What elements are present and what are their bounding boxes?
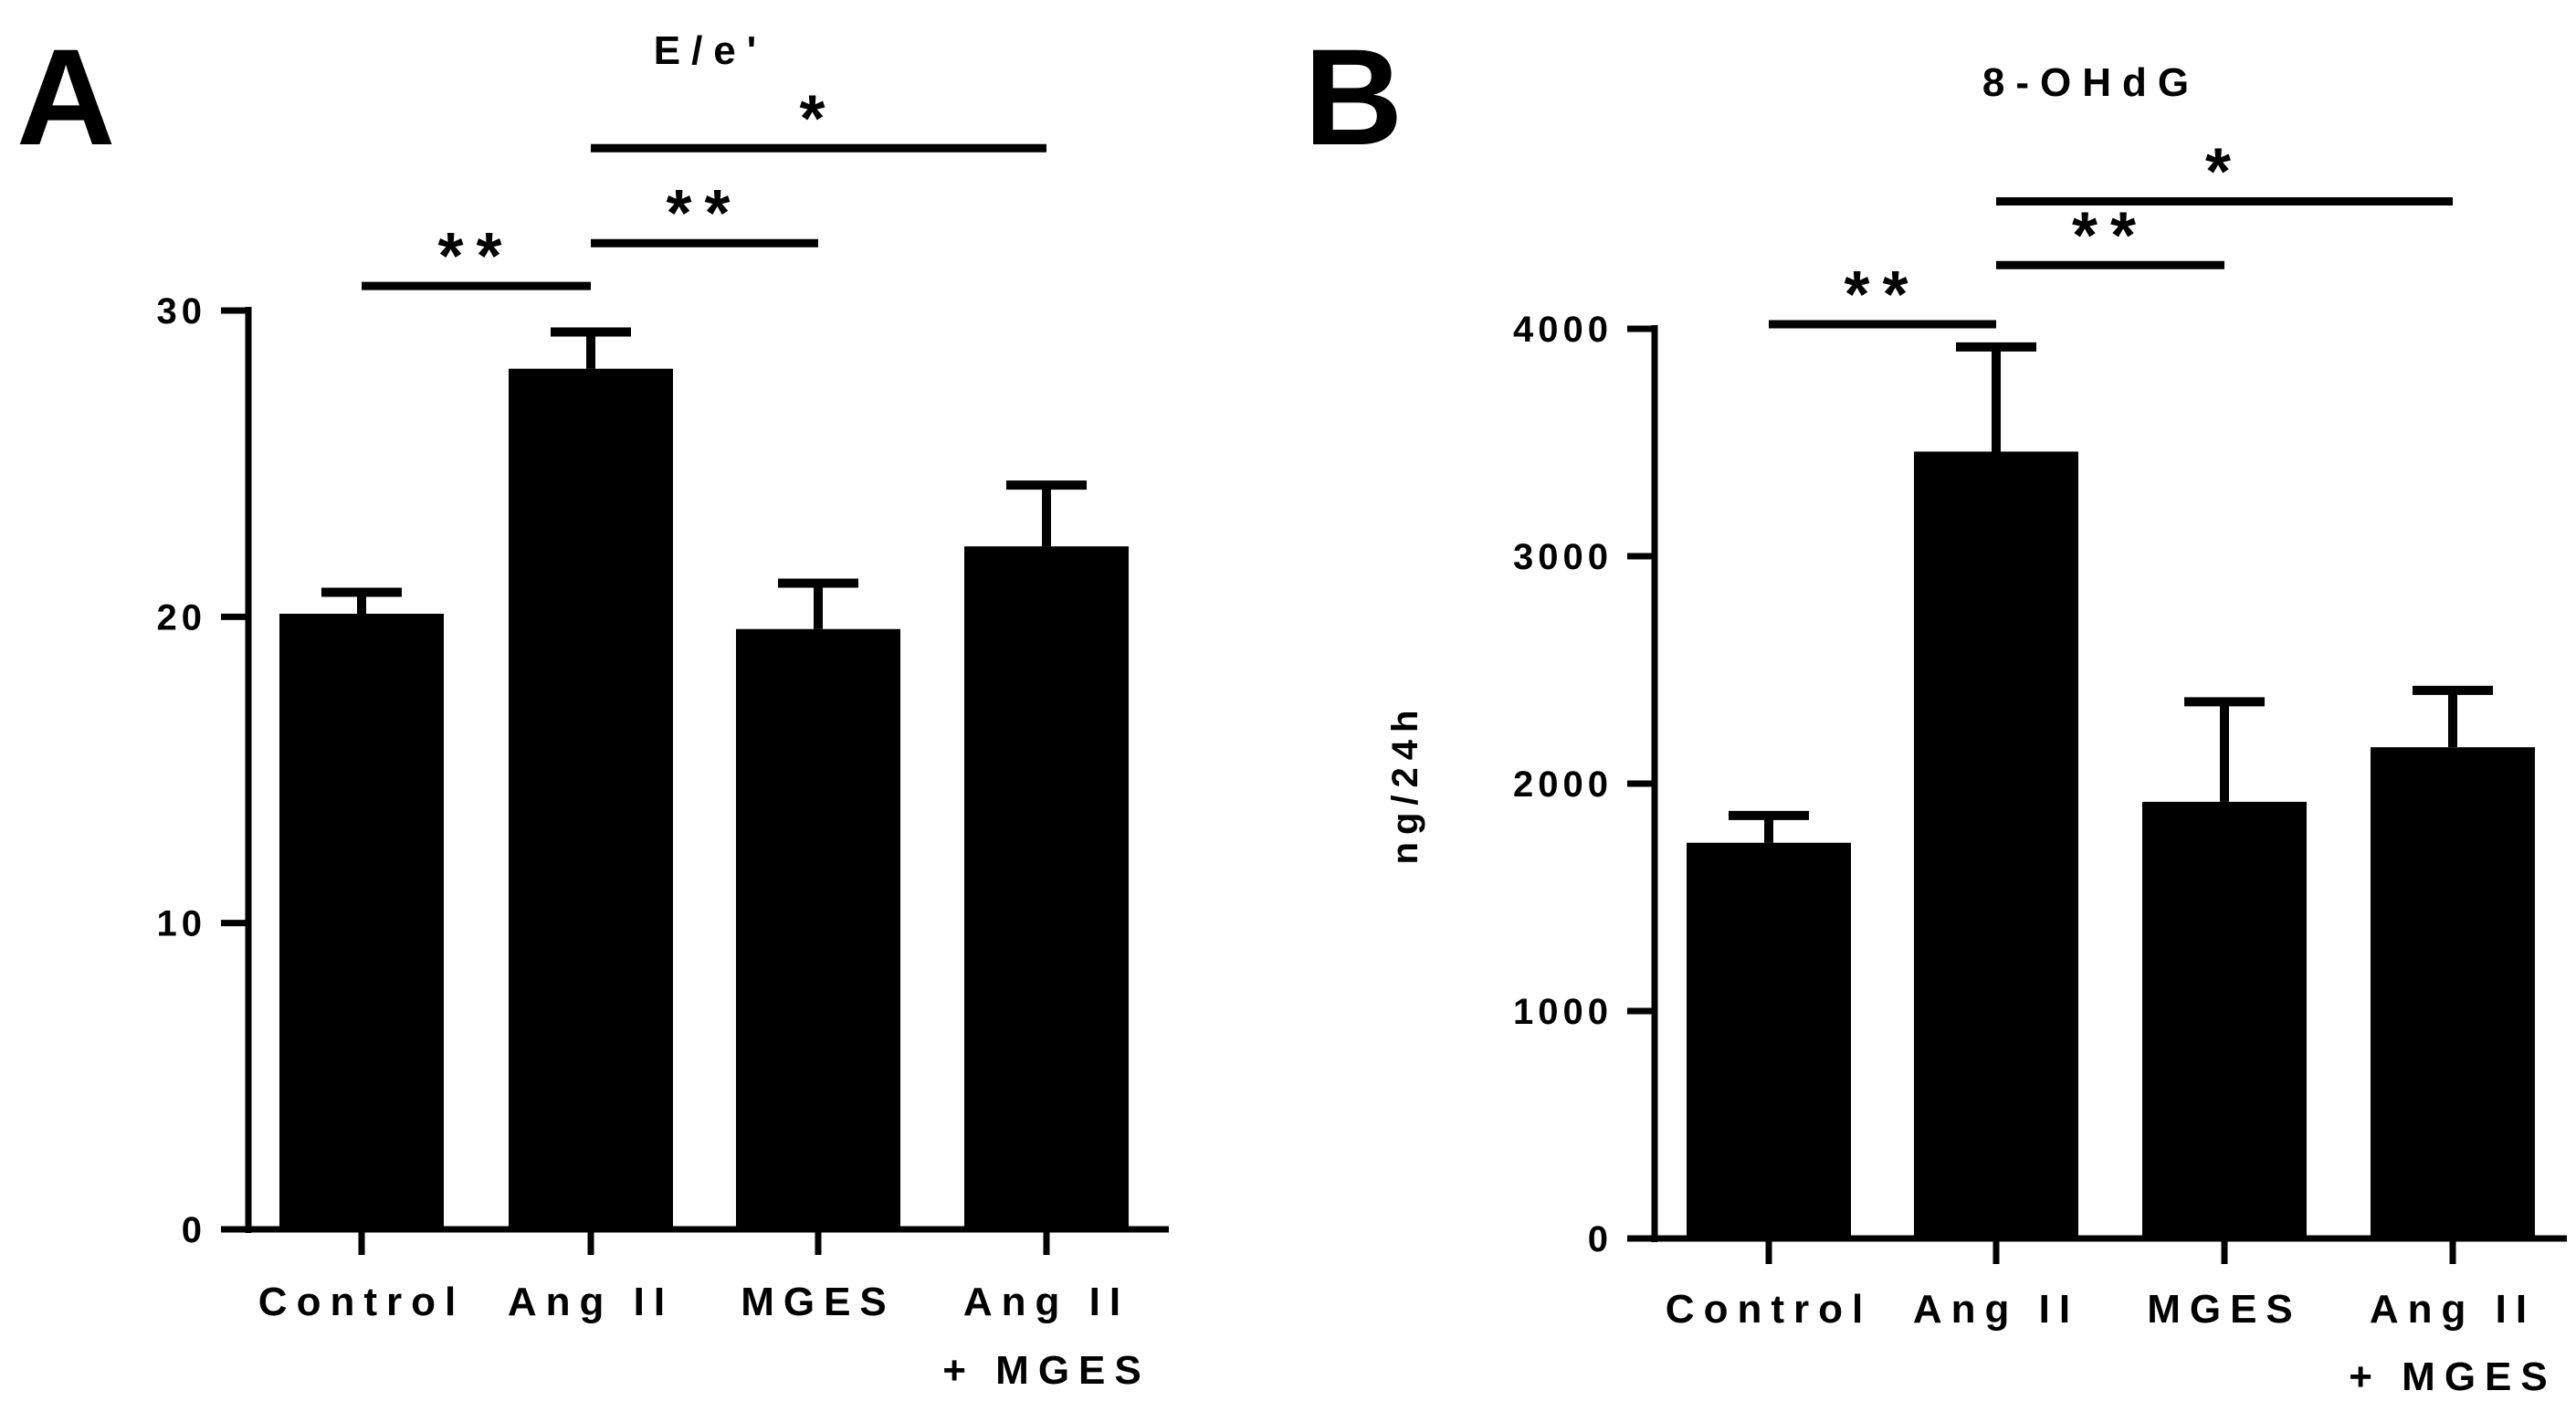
y-tick-label: 1000 [1513, 992, 1613, 1032]
x-tick-label: Ang II [963, 1280, 1130, 1324]
bar [509, 368, 673, 1229]
significance-label: ** [1844, 258, 1920, 332]
y-axis-label: ng/24h [1385, 703, 1425, 865]
y-tick-label: 20 [157, 597, 207, 638]
significance-label: * [799, 82, 837, 155]
bar [1914, 451, 2078, 1239]
x-tick-label: Ang II [1913, 1287, 2079, 1332]
y-tick-label: 0 [182, 1210, 206, 1250]
panel-letter: B [1304, 20, 1403, 174]
bar [964, 546, 1129, 1229]
x-tick-label: MGES [741, 1280, 896, 1324]
y-tick-label: 30 [157, 291, 207, 332]
y-tick-label: 10 [157, 904, 207, 944]
y-tick-label: 3000 [1513, 537, 1613, 577]
y-tick-label: 0 [1588, 1219, 1613, 1259]
x-tick-label: MGES [2147, 1287, 2302, 1332]
x-tick-label: + MGES [2349, 1354, 2557, 1399]
panel-b-chart: B 8-OHdG ng/24h 0 1000 2000 3000 4000 Control Ang… [1304, 20, 2567, 1399]
chart-title: 8-OHdG [1982, 60, 2200, 105]
bar [1687, 842, 1851, 1238]
x-tick-label: Ang II [2370, 1287, 2536, 1332]
x-tick-label: Ang II [508, 1280, 674, 1324]
significance-label: ** [2072, 199, 2149, 272]
chart-title: E/e' [654, 28, 768, 73]
significance-label: * [2205, 136, 2244, 209]
bar [279, 613, 444, 1229]
bar [2142, 801, 2307, 1238]
significance-label: ** [666, 177, 742, 250]
x-tick-label: + MGES [942, 1348, 1151, 1393]
x-tick-label: Control [1666, 1287, 1872, 1332]
x-tick-label: Control [258, 1280, 465, 1324]
bar [2371, 747, 2535, 1238]
panel-letter: A [16, 20, 115, 174]
panel-a-chart: A E/e' 0 10 20 30 Control Ang II MGES Ang II + MGE… [16, 20, 1169, 1393]
y-tick-label: 2000 [1513, 764, 1613, 805]
y-tick-label: 4000 [1513, 310, 1613, 350]
significance-label: ** [437, 220, 514, 293]
bar [736, 628, 900, 1229]
